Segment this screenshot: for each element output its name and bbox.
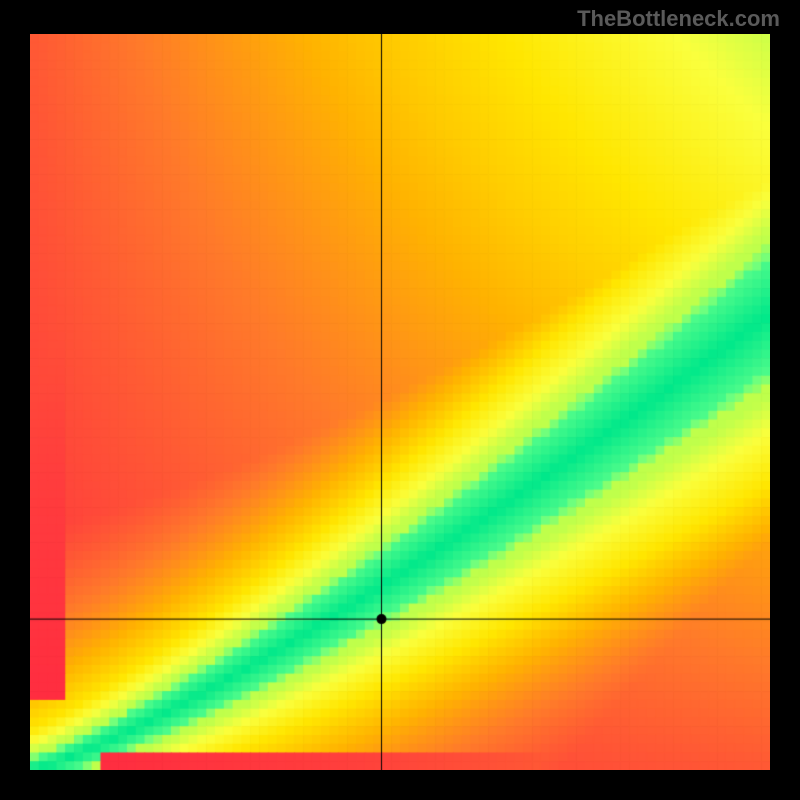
- plot-area: [30, 34, 770, 770]
- chart-container: TheBottleneck.com: [0, 0, 800, 800]
- watermark-text: TheBottleneck.com: [577, 6, 780, 32]
- heatmap-canvas: [30, 34, 770, 770]
